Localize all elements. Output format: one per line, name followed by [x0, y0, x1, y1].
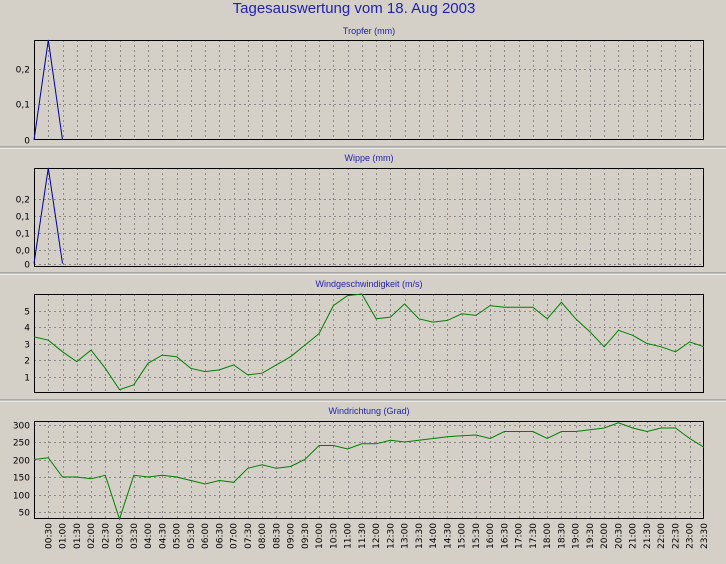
plot-area	[34, 294, 704, 393]
x-tick-label: 02:30	[101, 523, 111, 549]
x-tick-label: 19:00	[572, 523, 582, 549]
y-tick-label: 0	[24, 261, 30, 271]
series-line	[33, 422, 705, 521]
x-tick-label: 13:30	[415, 523, 425, 549]
x-tick-label: 16:30	[500, 523, 510, 549]
x-tick-label: 17:00	[515, 523, 525, 549]
x-tick-label: 14:00	[429, 523, 439, 549]
x-tick-label: 09:00	[287, 523, 297, 549]
x-tick-label: 21:30	[643, 523, 653, 549]
x-tick-label: 18:00	[543, 523, 553, 549]
y-tick-label: 5	[24, 308, 30, 318]
x-tick-label: 05:00	[173, 523, 183, 549]
chart-panel-4: Windrichtung (Grad) 50 100 150 200 250 300	[13, 406, 705, 521]
plot-area	[34, 40, 704, 140]
plot-frame	[34, 294, 704, 393]
x-tick-label: 14:30	[443, 523, 453, 549]
x-tick-label: 23:30	[700, 523, 710, 549]
x-tick-label: 08:00	[258, 523, 268, 549]
y-tick-label: 4	[24, 324, 30, 334]
chart-panel-3: Windgeschwindigkeit (m/s) 1 2 3 4 5	[0, 279, 726, 402]
panel-title: Wippe (mm)	[345, 153, 394, 163]
x-tick-label: 13:00	[401, 523, 411, 549]
x-tick-label: 15:00	[458, 523, 468, 549]
x-tick-label: 22:30	[672, 523, 682, 549]
x-tick-label: 04:00	[144, 523, 154, 549]
x-tick-label: 16:00	[486, 523, 496, 549]
plot-frame	[34, 421, 704, 519]
x-tick-label: 20:00	[600, 523, 610, 549]
y-tick-label: 0,1	[16, 213, 30, 223]
plot-frame	[34, 168, 704, 267]
y-tick-label: 0,2	[16, 196, 30, 206]
x-tick-label: 03:30	[130, 523, 140, 549]
x-tick-label: 20:30	[615, 523, 625, 549]
vertical-gridlines	[48, 40, 691, 140]
x-tick-label: 01:00	[59, 523, 69, 549]
series-line	[33, 293, 705, 391]
x-tick-label: 19:30	[586, 523, 596, 549]
y-tick-label: 1	[24, 374, 30, 384]
x-tick-label: 10:00	[315, 523, 325, 549]
horizontal-gridlines	[34, 69, 704, 105]
y-tick-label: 200	[13, 457, 30, 467]
x-tick-label: 23:00	[686, 523, 696, 549]
y-tick-label: 0	[24, 137, 30, 147]
panel-title: Windrichtung (Grad)	[328, 406, 409, 416]
x-tick-label: 07:00	[230, 523, 240, 549]
x-tick-label: 08:30	[272, 523, 282, 549]
x-tick-label: 12:00	[372, 523, 382, 549]
x-tick-label: 03:00	[116, 523, 126, 549]
x-tick-label: 10:30	[329, 523, 339, 549]
x-tick-label: 00:30	[44, 523, 54, 549]
y-tick-label: 300	[13, 422, 30, 432]
plot-frame	[34, 40, 704, 140]
panel-title: Windgeschwindigkeit (m/s)	[315, 279, 422, 289]
x-tick-label: 05:30	[187, 523, 197, 549]
page-title: Tagesauswertung vom 18. Aug 2003	[233, 0, 476, 17]
x-tick-label: 01:30	[73, 523, 83, 549]
y-tick-label: 250	[13, 439, 30, 449]
x-tick-label: 18:30	[557, 523, 567, 549]
horizontal-gridlines	[34, 425, 704, 513]
series-line	[33, 39, 63, 141]
series-line	[33, 167, 63, 264]
x-tick-label: 12:30	[386, 523, 396, 549]
y-tick-label: 0,2	[16, 66, 30, 76]
panel-title: Tropfer (mm)	[343, 26, 395, 36]
x-tick-label: 06:30	[215, 523, 225, 549]
y-tick-label: 0,1	[16, 230, 30, 240]
x-tick-label: 22:00	[657, 523, 667, 549]
chart-panels: Tropfer (mm) 0 0,1 0,2 Wippe (mm) 0 0,0 0,1 0,1 0…	[0, 26, 726, 521]
x-tick-label: 09:30	[301, 523, 311, 549]
x-tick-label: 07:30	[244, 523, 254, 549]
chart-panel-2: Wippe (mm) 0 0,0 0,1 0,1 0,2	[0, 153, 726, 275]
y-tick-label: 3	[24, 341, 30, 351]
x-tick-label: 15:30	[472, 523, 482, 549]
vertical-gridlines	[48, 421, 691, 519]
y-tick-label: 50	[19, 509, 31, 519]
x-tick-label: 11:00	[344, 523, 354, 549]
y-tick-label: 100	[13, 492, 30, 502]
x-tick-label: 02:00	[87, 523, 97, 549]
y-tick-label: 2	[24, 357, 30, 367]
y-tick-label: 0,0	[16, 247, 31, 257]
x-tick-label: 21:00	[629, 523, 639, 549]
x-tick-label: 11:30	[358, 523, 368, 549]
plot-area	[34, 421, 704, 519]
x-tick-label: 17:30	[529, 523, 539, 549]
horizontal-gridlines	[34, 199, 704, 265]
vertical-gridlines	[48, 294, 691, 393]
y-tick-label: 150	[13, 474, 30, 484]
x-tick-label: 04:30	[158, 523, 168, 549]
y-tick-label: 0,1	[16, 101, 30, 111]
x-axis-time-labels: 00:30 01:00 01:30 02:00 02:30 03:00 03:30 04:00…	[44, 523, 710, 549]
vertical-gridlines	[48, 168, 691, 267]
horizontal-gridlines	[34, 311, 704, 378]
plot-area	[34, 168, 704, 267]
chart-panel-1: Tropfer (mm) 0 0,1 0,2	[0, 26, 726, 149]
x-tick-label: 06:00	[201, 523, 211, 549]
